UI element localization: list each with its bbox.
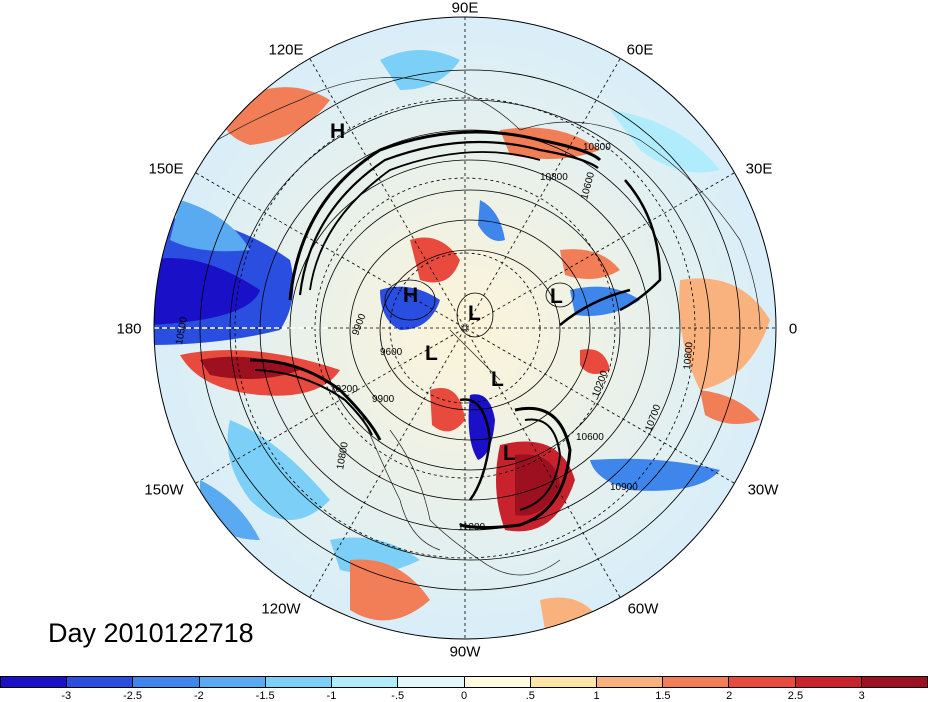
longitude-label-right-upper: 30E bbox=[745, 160, 773, 178]
longitude-label-bottom-left: 120W bbox=[261, 600, 301, 618]
colorbar-swatch bbox=[67, 677, 134, 687]
colorbar-swatch bbox=[530, 677, 597, 687]
colorbar-swatch bbox=[199, 677, 266, 687]
high-pressure-label: H bbox=[403, 284, 418, 307]
colorbar-swatch bbox=[1, 677, 68, 687]
colorbar-tick-label: -2 bbox=[193, 690, 204, 702]
colorbar-swatch bbox=[265, 677, 333, 687]
contour-label: 10500 bbox=[174, 316, 190, 346]
contour-label: 10800 bbox=[335, 441, 351, 471]
colorbar-swatch bbox=[332, 677, 399, 687]
contour-label: 10800 bbox=[682, 341, 695, 370]
contour-label: 11200 bbox=[458, 522, 486, 533]
contour-label: 10200 bbox=[330, 384, 358, 395]
colorbar-tick-labels: -3 -2.5 -2 -1.5 -1 -.5 0 .5 1 1.5 2 2.5 3 bbox=[0, 690, 928, 702]
longitude-label-bottom-right: 60W bbox=[627, 600, 659, 618]
contour-label: 10800 bbox=[540, 172, 568, 183]
low-pressure-label: L bbox=[468, 302, 481, 325]
longitude-label-left-lower: 150W bbox=[144, 481, 184, 499]
map-boundary bbox=[153, 16, 777, 640]
contour-label: 9900 bbox=[372, 394, 395, 405]
colorbar-tick-label: -1.5 bbox=[255, 690, 275, 702]
height-contours bbox=[199, 69, 741, 591]
date-label: Day 2010122718 bbox=[48, 618, 254, 648]
high-pressure-label: H bbox=[330, 120, 345, 143]
contour-label: 10900 bbox=[610, 482, 638, 493]
colorbar-tick-label: 0 bbox=[460, 690, 468, 702]
longitude-label-top-right: 60E bbox=[626, 41, 654, 59]
colorbar-tick-label: 2.5 bbox=[787, 690, 804, 702]
colorbar-tick-label: -1 bbox=[326, 690, 337, 702]
longitude-label-right: 0 bbox=[788, 320, 798, 338]
low-pressure-label: L bbox=[425, 342, 438, 365]
colorbar-tick-label: .5 bbox=[525, 690, 535, 702]
contour-label: 9600 bbox=[380, 347, 403, 358]
colorbar-swatch bbox=[464, 677, 531, 687]
pressure-systems: H H L L L L L bbox=[330, 120, 563, 465]
contour-label: 10800 bbox=[583, 142, 611, 153]
longitude-label-left-upper: 150E bbox=[148, 160, 184, 178]
colorbar-swatch bbox=[729, 677, 796, 687]
colorbar-tick-label: -3 bbox=[61, 690, 72, 702]
colorbar-tick-label: 3 bbox=[858, 690, 865, 702]
longitude-label-bottom: 90W bbox=[449, 643, 481, 661]
colorbar-tick-label: 1 bbox=[593, 690, 600, 702]
colorbar-swatch bbox=[795, 677, 862, 687]
colorbar-swatch bbox=[596, 677, 664, 687]
low-pressure-label: L bbox=[550, 285, 563, 308]
colorbar-swatch bbox=[663, 677, 730, 687]
contour-label: 10600 bbox=[576, 432, 604, 443]
colorbar-swatch bbox=[861, 677, 928, 687]
low-pressure-label: L bbox=[503, 442, 516, 465]
colorbar-tick-label: 2 bbox=[726, 690, 733, 702]
longitude-label-top-left: 120E bbox=[268, 41, 304, 59]
colorbar-tick-label: -2.5 bbox=[123, 690, 143, 702]
colorbar bbox=[0, 676, 928, 688]
colorbar-tick-label: 1.5 bbox=[655, 690, 671, 702]
colorbar-swatch bbox=[398, 677, 465, 687]
low-pressure-label: L bbox=[491, 368, 504, 391]
longitude-label-right-lower: 30W bbox=[747, 481, 779, 499]
longitude-label-top: 90E bbox=[451, 0, 479, 17]
longitude-label-left: 180 bbox=[116, 320, 142, 338]
colorbar-swatch bbox=[133, 677, 200, 687]
colorbar-tick-label: -.5 bbox=[391, 690, 405, 702]
jet-contours bbox=[249, 130, 662, 529]
